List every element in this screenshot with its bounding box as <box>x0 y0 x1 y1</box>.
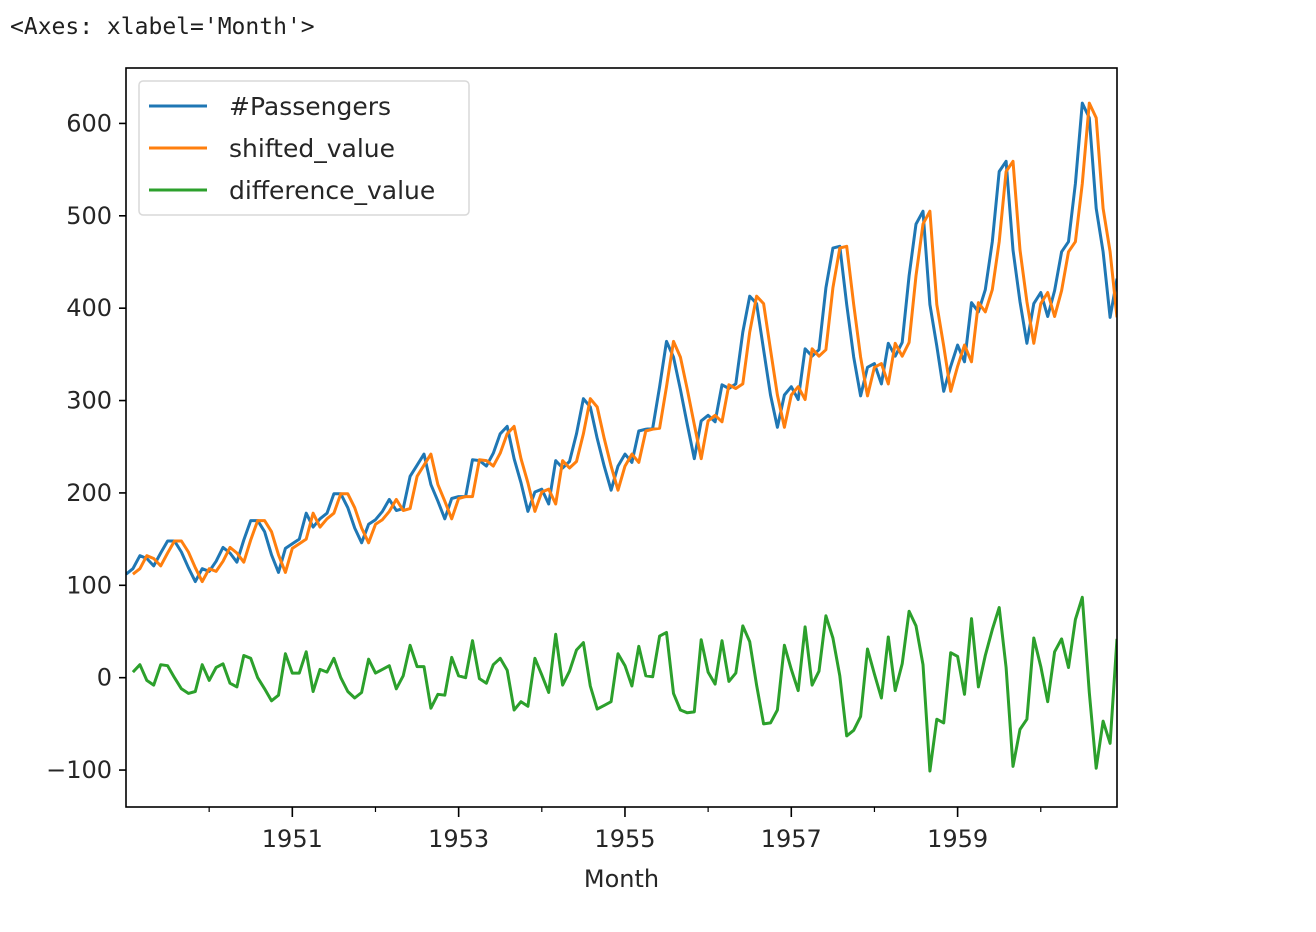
x-axis-label: Month <box>584 865 659 893</box>
y-tick-label: 200 <box>66 479 112 507</box>
series-line-passengers <box>126 101 1117 584</box>
legend-box <box>138 80 470 216</box>
x-tick-label: 1957 <box>761 825 822 853</box>
x-tick-label: 1955 <box>594 825 655 853</box>
y-tick-label: 600 <box>66 109 112 137</box>
legend-entry-label: shifted_value <box>229 134 395 163</box>
y-tick-label: 100 <box>66 571 112 599</box>
legend-entry-label: difference_value <box>229 176 435 205</box>
x-tick-label: 1951 <box>262 825 323 853</box>
y-tick-label: 500 <box>66 202 112 230</box>
axes-frame <box>125 67 1118 808</box>
legend-entry-label: #Passengers <box>229 92 391 121</box>
axes-repr-output: <Axes: xlabel='Month'> <box>10 14 315 40</box>
legend: #Passengers shifted_value difference_value <box>138 80 470 216</box>
y-tick-label: 0 <box>97 664 112 692</box>
x-tick-label: 1959 <box>927 825 988 853</box>
series-lines <box>126 101 1117 773</box>
axis-ticks: 600 500 400 300 200 100 0 −100 1951 1953 1955 1957 1… <box>46 109 1042 853</box>
x-tick-label: 1953 <box>428 825 489 853</box>
y-tick-label: −100 <box>46 756 112 784</box>
y-tick-label: 400 <box>66 294 112 322</box>
y-tick-label: 300 <box>66 387 112 415</box>
series-line-difference-value <box>131 595 1117 773</box>
series-line-shifted-value <box>131 101 1117 584</box>
